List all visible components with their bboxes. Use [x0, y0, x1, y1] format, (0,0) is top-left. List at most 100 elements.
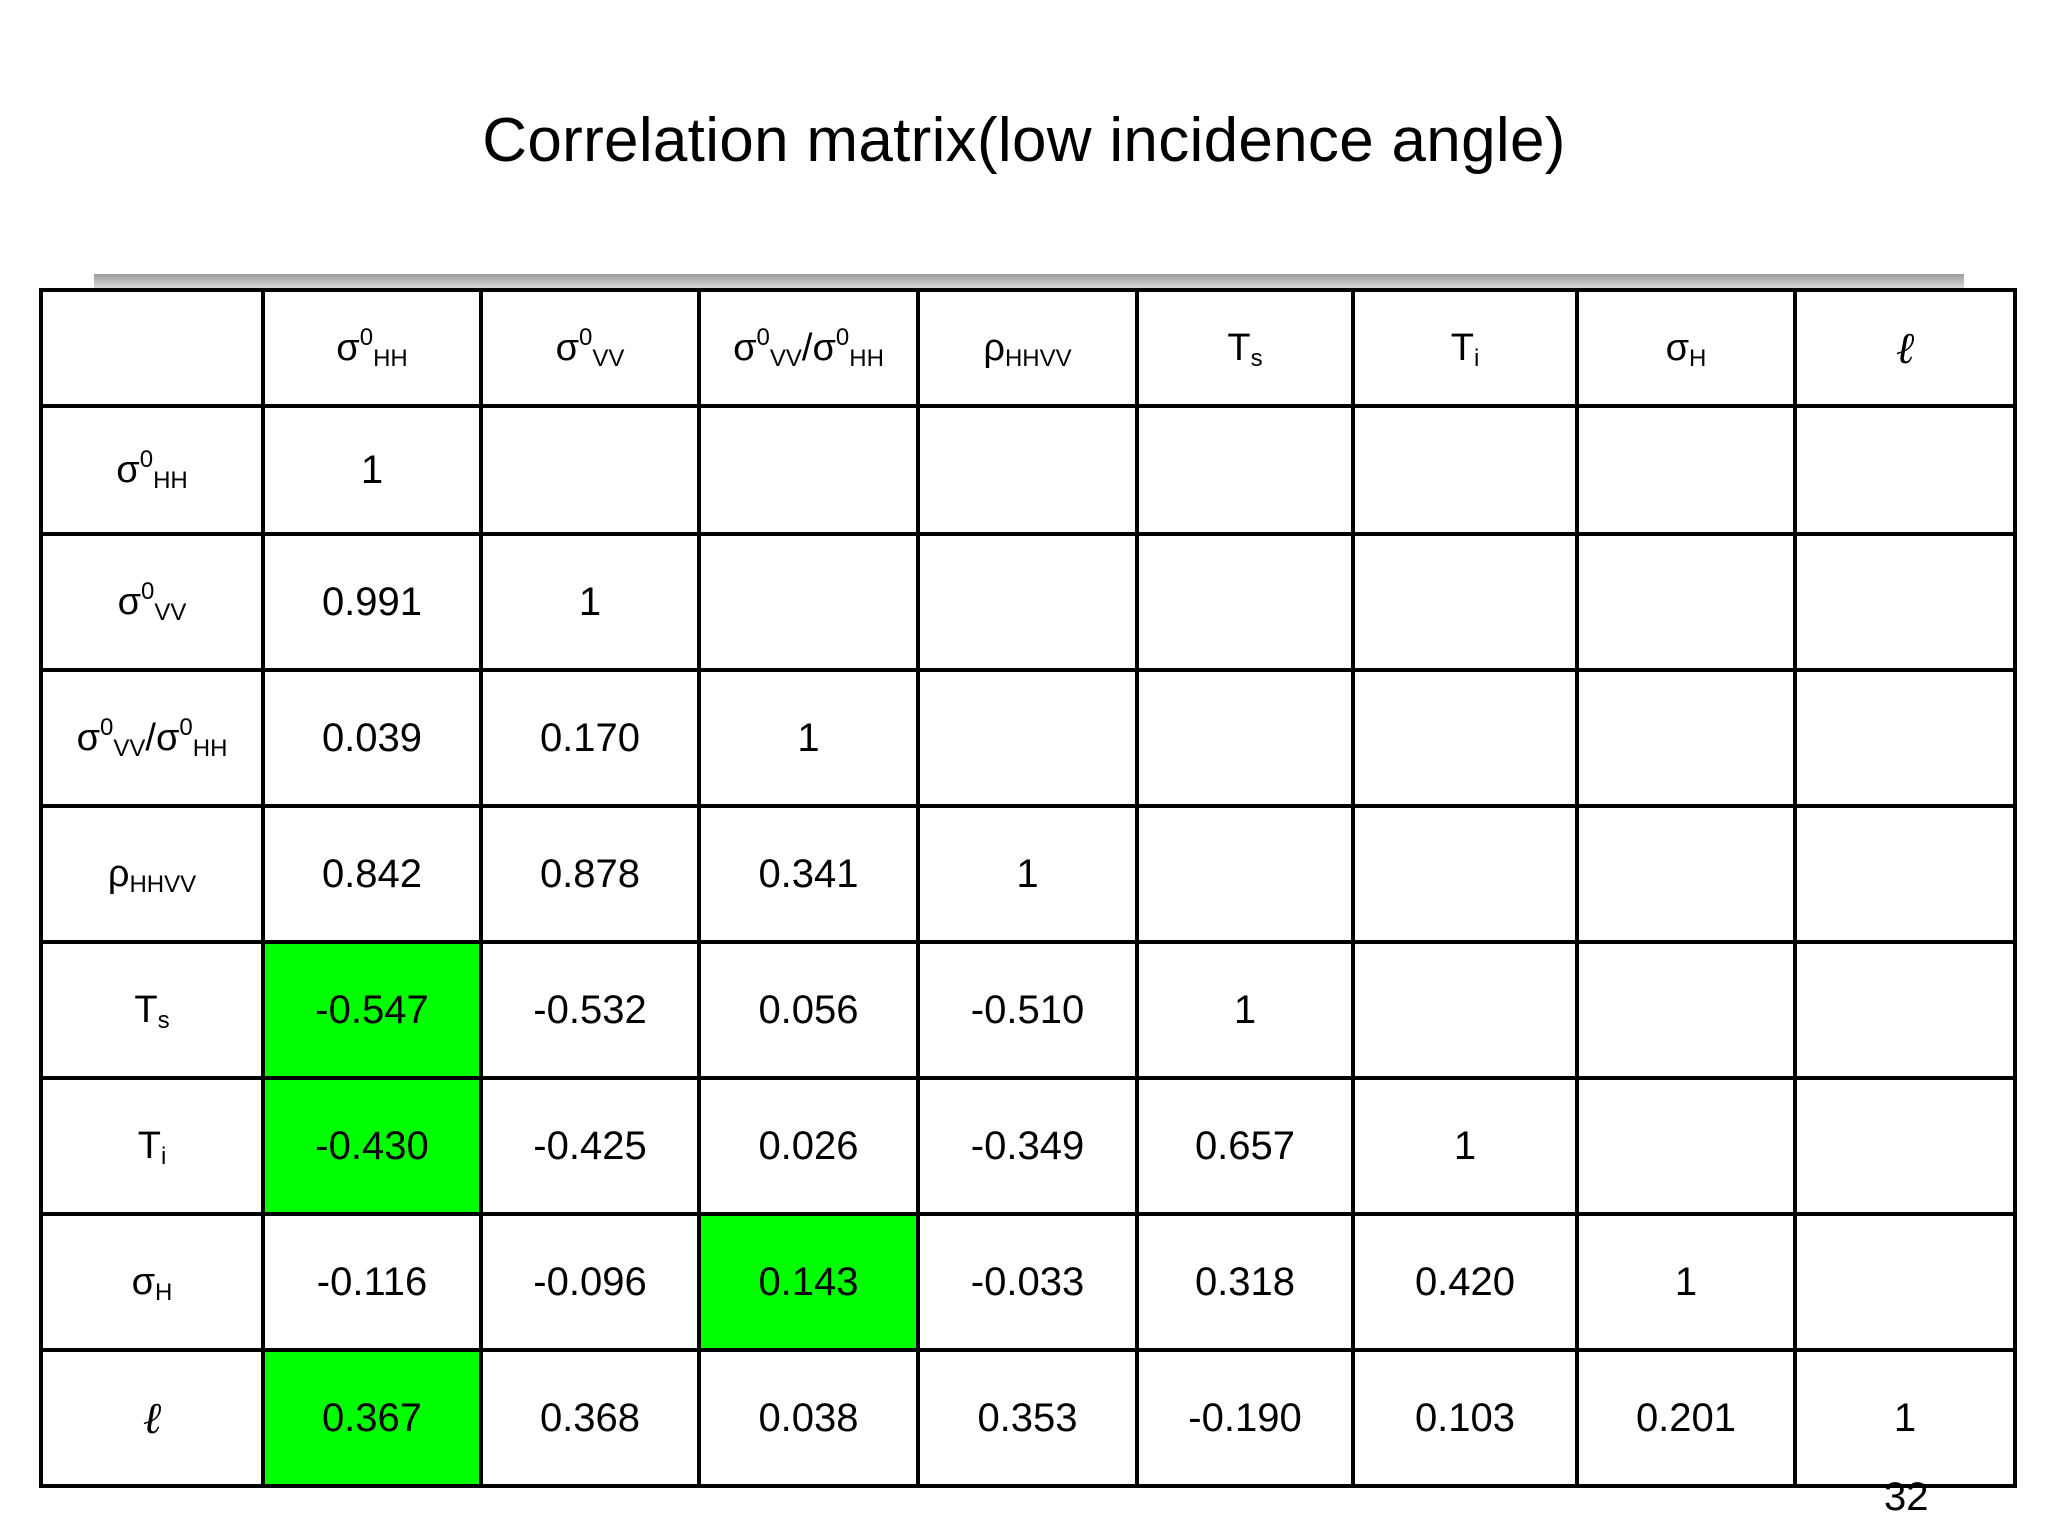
column-header-subscript: VV — [769, 344, 802, 372]
empty-cell — [916, 668, 1139, 808]
corner-cell — [39, 288, 265, 408]
column-header-superscript: 0 — [579, 323, 593, 351]
empty-cell — [1351, 668, 1579, 808]
empty-cell — [1793, 404, 2017, 536]
row-header-subscript: VV — [154, 598, 187, 626]
correlation-cell-highlighted: -0.547 — [261, 940, 483, 1080]
empty-cell — [1135, 668, 1355, 808]
matrix-row-sh: σH -0.116 -0.096 0.143 -0.033 0.318 0.420 1 — [39, 1212, 2017, 1352]
column-header-subscript-2: HH — [849, 344, 884, 372]
matrix-row-s0hh: σ0HH 1 — [39, 404, 2017, 536]
empty-cell — [1575, 668, 1797, 808]
column-header-symbol-2: σ — [812, 326, 836, 369]
column-header-subscript: VV — [592, 344, 625, 372]
column-header-symbol: σ — [336, 326, 360, 369]
correlation-cell: 0.056 — [697, 940, 920, 1080]
empty-cell — [1793, 1212, 2017, 1352]
correlation-cell: -0.096 — [479, 1212, 701, 1352]
column-header-subscript: i — [1473, 344, 1480, 372]
empty-cell — [1351, 404, 1579, 536]
empty-cell — [1575, 532, 1797, 672]
empty-cell — [916, 404, 1139, 536]
correlation-cell: 1 — [1135, 940, 1355, 1080]
correlation-cell: 0.657 — [1135, 1076, 1355, 1216]
correlation-cell: 1 — [1351, 1076, 1579, 1216]
column-header-symbol: σ — [733, 326, 757, 369]
column-header-ts: Ts — [1135, 288, 1355, 408]
correlation-cell: 0.039 — [261, 668, 483, 808]
column-header-symbol: ℓ — [1895, 322, 1915, 374]
column-header-superscript: 0 — [756, 323, 770, 351]
empty-cell — [1793, 940, 2017, 1080]
row-header-subscript: H — [155, 1278, 173, 1306]
column-header-ratio: σ0VV/σ0HH — [697, 288, 920, 408]
empty-cell — [1135, 532, 1355, 672]
correlation-cell-highlighted: 0.367 — [261, 1348, 483, 1488]
row-header-symbol: T — [137, 1124, 161, 1167]
correlation-cell: 1 — [261, 404, 483, 536]
empty-cell — [1793, 668, 2017, 808]
correlation-cell: 0.353 — [916, 1348, 1139, 1488]
column-header-ell: ℓ — [1793, 288, 2017, 408]
empty-cell — [1793, 532, 2017, 672]
correlation-cell: 0.842 — [261, 804, 483, 944]
row-header-subscript: HHVV — [129, 870, 197, 898]
empty-cell — [1575, 404, 1797, 536]
correlation-cell: 0.991 — [261, 532, 483, 672]
correlation-cell: 0.038 — [697, 1348, 920, 1488]
correlation-cell: 0.420 — [1351, 1212, 1579, 1352]
matrix-row-s0vv: σ0VV 0.991 1 — [39, 532, 2017, 672]
column-header-symbol: ρ — [983, 326, 1005, 369]
column-header-subscript: HH — [373, 344, 408, 372]
row-header-ell: ℓ — [39, 1348, 265, 1488]
empty-cell — [1351, 940, 1579, 1080]
matrix-row-rho: ρHHVV 0.842 0.878 0.341 1 — [39, 804, 2017, 944]
empty-cell — [1575, 804, 1797, 944]
correlation-cell: 0.170 — [479, 668, 701, 808]
row-header-symbol: ℓ — [142, 1392, 162, 1444]
column-header-separator: / — [801, 326, 813, 369]
row-header-symbol: σ — [131, 1260, 156, 1303]
row-header-subscript: HH — [153, 466, 188, 494]
column-header-ti: Ti — [1351, 288, 1579, 408]
correlation-cell: -0.532 — [479, 940, 701, 1080]
column-header-superscript-2: 0 — [835, 323, 850, 351]
row-header-symbol: σ — [76, 716, 101, 759]
matrix-row-ts: Ts -0.547 -0.532 0.056 -0.510 1 — [39, 940, 2017, 1080]
correlation-cell: 1 — [916, 804, 1139, 944]
correlation-cell: 1 — [479, 532, 701, 672]
empty-cell — [1793, 1076, 2017, 1216]
correlation-cell: 0.103 — [1351, 1348, 1579, 1488]
correlation-cell: 0.026 — [697, 1076, 920, 1216]
column-header-symbol: σ — [1665, 326, 1690, 369]
column-header-subscript: HHVV — [1004, 344, 1072, 372]
correlation-cell: -0.033 — [916, 1212, 1139, 1352]
row-header-ratio: σ0VV/σ0HH — [39, 668, 265, 808]
empty-cell — [1575, 940, 1797, 1080]
correlation-cell: -0.510 — [916, 940, 1139, 1080]
column-header-subscript: H — [1689, 344, 1707, 372]
column-header-symbol: σ — [555, 326, 580, 369]
column-header-sh: σH — [1575, 288, 1797, 408]
correlation-cell: 0.368 — [479, 1348, 701, 1488]
row-header-superscript: 0 — [139, 445, 154, 473]
column-header-subscript: s — [1250, 344, 1263, 372]
row-header-superscript-2: 0 — [179, 713, 193, 741]
correlation-cell: 1 — [1575, 1212, 1797, 1352]
matrix-row-ti: Ti -0.430 -0.425 0.026 -0.349 0.657 1 — [39, 1076, 2017, 1216]
row-header-sh: σH — [39, 1212, 265, 1352]
slide-title: Correlation matrix(low incidence angle) — [482, 106, 1566, 175]
correlation-cell: -0.116 — [261, 1212, 483, 1352]
empty-cell — [1135, 804, 1355, 944]
empty-cell — [1793, 804, 2017, 944]
matrix-row-ratio: σ0VV/σ0HH 0.039 0.170 1 — [39, 668, 2017, 808]
row-header-s0hh: σ0HH — [39, 404, 265, 536]
correlation-cell: -0.349 — [916, 1076, 1139, 1216]
empty-cell — [479, 404, 701, 536]
title-underline-bar — [94, 274, 1964, 288]
empty-cell — [916, 532, 1139, 672]
row-header-symbol: T — [134, 988, 158, 1031]
page-number: 32 — [1884, 1475, 1929, 1519]
column-header-symbol: T — [1450, 326, 1474, 369]
correlation-cell: 0.878 — [479, 804, 701, 944]
